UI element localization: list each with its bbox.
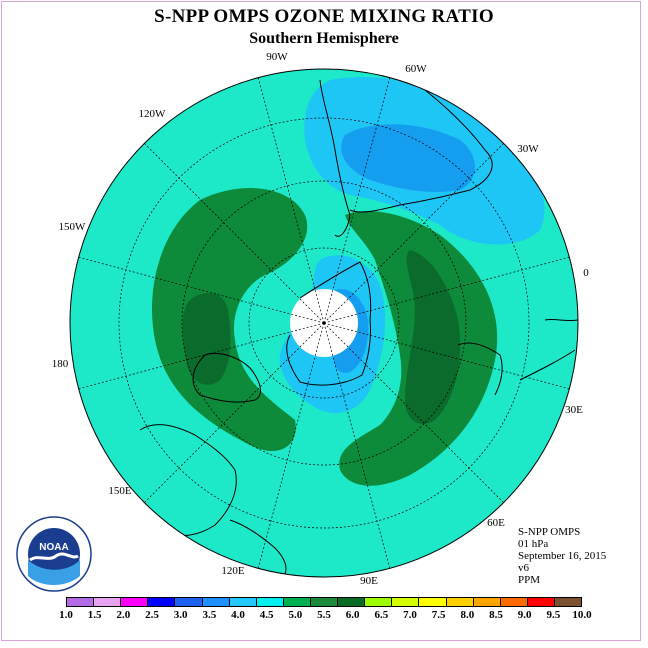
colorbar-swatch xyxy=(311,598,338,606)
colorbar-tick-label: 5.0 xyxy=(288,609,302,621)
info-units: PPM xyxy=(518,574,606,586)
colorbar-swatch xyxy=(447,598,474,606)
longitude-label: 60W xyxy=(405,63,427,75)
longitude-label: 150W xyxy=(59,221,87,233)
colorbar-swatch xyxy=(284,598,311,606)
longitude-label: 120E xyxy=(221,565,245,577)
colorbar-tick-label: 6.0 xyxy=(346,609,360,621)
ozone-darkgreen-region-west xyxy=(183,293,231,385)
longitude-label: 90E xyxy=(360,575,378,587)
colorbar-tick-label: 4.0 xyxy=(231,609,245,621)
longitude-label: 120W xyxy=(139,108,167,120)
colorbar-ticks: 1.0 1.5 2.0 2.5 3.0 3.5 4.0 4.5 5.0 5.5 6.0 6.5 7.0 7… xyxy=(66,609,582,623)
colorbar-tick-label: 2.5 xyxy=(145,609,159,621)
colorbar-tick-label: 6.5 xyxy=(374,609,388,621)
colorbar-swatch xyxy=(257,598,284,606)
colorbar-tick-label: 2.0 xyxy=(116,609,130,621)
colorbar-tick-label: 8.0 xyxy=(460,609,474,621)
colorbar-tick-label: 5.5 xyxy=(317,609,331,621)
longitude-label: 180 xyxy=(52,358,69,370)
colorbar-tick-label: 3.0 xyxy=(174,609,188,621)
colorbar-tick-label: 8.5 xyxy=(489,609,503,621)
colorbar-tick-label: 4.5 xyxy=(260,609,274,621)
colorbar-swatch xyxy=(148,598,175,606)
colorbar-tick-label: 9.5 xyxy=(546,609,560,621)
longitude-label: 90W xyxy=(266,51,288,63)
info-instrument: S-NPP OMPS xyxy=(518,526,606,538)
info-version: v6 xyxy=(518,562,606,574)
colorbar-swatch xyxy=(203,598,230,606)
colorbar-swatch xyxy=(528,598,555,606)
info-panel: S-NPP OMPS 01 hPa September 16, 2015 v6 … xyxy=(518,526,606,586)
colorbar-swatch xyxy=(94,598,121,606)
colorbar-swatch xyxy=(175,598,202,606)
colorbar-swatch xyxy=(555,598,581,606)
longitude-label: 150E xyxy=(108,485,132,497)
colorbar-swatch xyxy=(501,598,528,606)
colorbar-tick-label: 3.5 xyxy=(202,609,216,621)
colorbar-swatch xyxy=(419,598,446,606)
colorbar-tick-label: 1.5 xyxy=(88,609,102,621)
noaa-logo: NOAA xyxy=(16,516,92,592)
colorbar-swatch xyxy=(365,598,392,606)
colorbar-tick-label: 7.5 xyxy=(432,609,446,621)
colorbar-swatch xyxy=(230,598,257,606)
colorbar xyxy=(66,597,582,607)
colorbar-tick-label: 9.0 xyxy=(518,609,532,621)
colorbar-tick-label: 7.0 xyxy=(403,609,417,621)
longitude-label: 60E xyxy=(487,517,505,529)
colorbar-swatch xyxy=(121,598,148,606)
noaa-logo-text: NOAA xyxy=(39,542,68,553)
colorbar-swatch xyxy=(338,598,365,606)
colorbar-swatch xyxy=(392,598,419,606)
info-date: September 16, 2015 xyxy=(518,550,606,562)
longitude-label: 0 xyxy=(583,267,589,279)
info-level: 01 hPa xyxy=(518,538,606,550)
longitude-label: 30E xyxy=(565,404,583,416)
longitude-label: 30W xyxy=(517,143,539,155)
colorbar-tick-label: 1.0 xyxy=(59,609,73,621)
colorbar-swatch xyxy=(67,598,94,606)
colorbar-tick-label: 10.0 xyxy=(572,609,591,621)
colorbar-swatch xyxy=(474,598,501,606)
